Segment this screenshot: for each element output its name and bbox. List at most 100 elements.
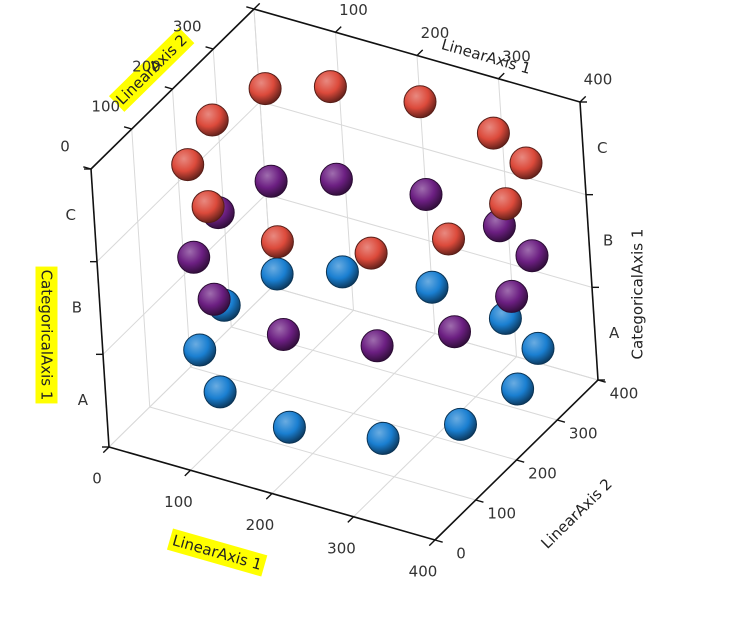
data-point-b: [197, 282, 231, 316]
tick-mark: [253, 2, 261, 10]
data-points: [171, 70, 555, 455]
data-point-c: [191, 190, 225, 224]
y-category-label-left: B: [72, 299, 82, 317]
tick-mark: [335, 26, 342, 33]
tick-mark: [428, 539, 436, 547]
tick-mark: [164, 86, 173, 90]
data-point-a: [272, 410, 306, 444]
y-category-label-left: A: [78, 391, 89, 409]
tick-mark: [557, 419, 566, 423]
x-tick-label-top: 200: [421, 24, 450, 42]
data-point-b: [177, 240, 211, 274]
z-tick-label-top: 300: [173, 18, 202, 36]
title-highlights: [35, 27, 268, 577]
data-point-b: [319, 162, 353, 196]
data-point-b: [254, 164, 288, 198]
x-tick-label-top: 300: [502, 47, 531, 65]
data-point-b: [515, 239, 549, 273]
tick-mark: [265, 493, 273, 500]
data-point-a: [183, 333, 217, 367]
y-axis-title-right: CategoricalAxis 1: [629, 229, 647, 360]
y-axis-title-left: CategoricalAxis 1: [38, 270, 56, 401]
x-tick-label: 100: [164, 493, 193, 511]
data-point-c: [248, 72, 282, 106]
data-point-b: [360, 329, 394, 363]
axes: [83, 2, 606, 547]
x-axis-title-top: LinearAxis 1: [439, 35, 532, 78]
tick-mark: [498, 72, 505, 80]
tick-mark: [347, 516, 354, 523]
tick-mark: [184, 469, 191, 477]
grid-line: [102, 193, 267, 355]
x-axis-title-bottom: LinearAxis 1: [170, 531, 263, 574]
x-tick-label-top: 100: [339, 1, 368, 19]
grid-line: [131, 128, 151, 408]
grid-line: [190, 366, 517, 461]
data-point-a: [260, 257, 294, 291]
y-category-label-right: A: [609, 324, 620, 342]
z-tick-label: 0: [456, 545, 466, 563]
data-point-b: [495, 279, 529, 313]
y-category-label-right: C: [597, 139, 607, 157]
tick-mark: [416, 49, 424, 56]
x-axis-title-highlight: [166, 528, 268, 577]
x-tick-label: 300: [327, 539, 356, 557]
grid-line: [212, 48, 232, 328]
z-tick-label: 100: [487, 505, 516, 523]
z-tick-label: 300: [569, 425, 598, 443]
z-tick-label-top: 200: [132, 58, 161, 76]
data-point-b: [266, 318, 300, 351]
grid-line: [271, 286, 599, 381]
tick-mark: [579, 95, 587, 103]
data-point-c: [476, 116, 510, 150]
z-tick-label: 200: [528, 465, 557, 483]
tick-mark: [475, 499, 484, 503]
data-point-a: [444, 407, 477, 441]
tick-mark: [246, 6, 255, 10]
data-point-c: [403, 85, 437, 119]
data-point-c: [432, 222, 465, 256]
data-point-a: [366, 421, 400, 455]
data-point-a: [415, 270, 449, 304]
y-category-label-right: B: [603, 232, 613, 250]
y-axis-line-right: [579, 101, 599, 381]
tick-mark: [205, 46, 214, 50]
x-tick-label-top: 400: [584, 71, 613, 89]
data-point-a: [203, 375, 237, 409]
data-point-c: [195, 103, 229, 137]
data-point-c: [489, 187, 523, 221]
grid-line: [172, 88, 191, 368]
data-point-a: [501, 372, 535, 406]
z-axis-title-top: LinearAxis 2: [112, 31, 190, 108]
data-point-a: [521, 331, 555, 365]
tick-mark: [123, 126, 132, 130]
y-axis-line-left: [90, 168, 110, 448]
y-category-label-left: C: [66, 206, 76, 224]
grid-line: [108, 286, 273, 448]
tick-mark: [102, 446, 110, 454]
z-tick-label-top: 100: [91, 98, 120, 116]
data-point-c: [171, 148, 205, 182]
data-point-c: [354, 236, 388, 270]
z-axis-title-bottom: LinearAxis 2: [537, 475, 615, 552]
data-point-c: [509, 146, 543, 180]
grid-line: [259, 101, 587, 196]
grid-line: [96, 101, 261, 263]
grid-line: [149, 406, 476, 501]
x-tick-label: 400: [409, 563, 438, 581]
x-tick-label: 0: [92, 470, 102, 488]
z-axis-title-highlight: [108, 27, 195, 112]
data-point-b: [438, 315, 471, 349]
data-point-a: [325, 255, 359, 289]
x-tick-label: 200: [246, 516, 275, 534]
data-point-c: [260, 225, 294, 259]
tick-mark: [516, 459, 525, 463]
grid-line: [265, 193, 593, 288]
data-point-b: [409, 178, 443, 211]
y-axis-title-highlight: [35, 266, 58, 404]
z-tick-label-top: 0: [60, 138, 70, 156]
z-tick-label: 400: [610, 385, 639, 403]
tick-mark: [434, 539, 443, 543]
data-point-c: [313, 70, 347, 104]
